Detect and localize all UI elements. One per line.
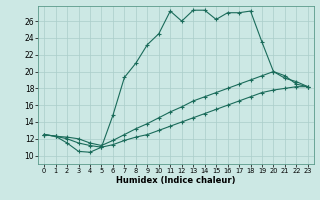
X-axis label: Humidex (Indice chaleur): Humidex (Indice chaleur) bbox=[116, 176, 236, 185]
